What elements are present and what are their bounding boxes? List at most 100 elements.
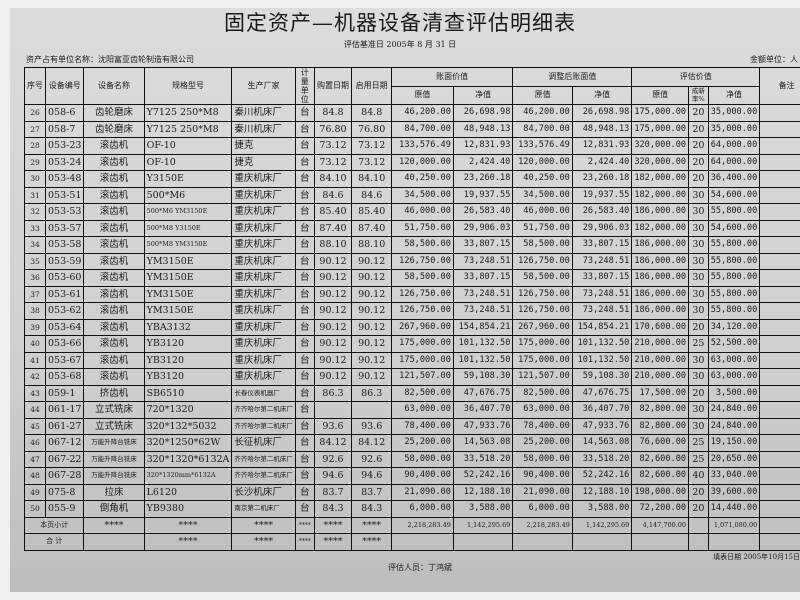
table-row: 35 053-59 滚齿机 YM3150E 重庆机床厂台 90.12 90.12 126,75…	[24, 252, 800, 270]
subtotal-book-orig: 2,218,283.49	[390, 516, 454, 534]
total-maker: ****	[231, 533, 296, 551]
cell-adj-net: 3,588.00	[571, 500, 633, 518]
cell-book-net: 154,854.21	[452, 318, 514, 336]
cell-ev-orig: 182,000.00	[631, 186, 690, 204]
cell-purchase: 92.6	[313, 450, 353, 468]
cell-seq: 35	[24, 252, 46, 270]
cell-name: 立式铣床	[83, 417, 145, 435]
cell-seq: 48	[24, 467, 46, 485]
cell-remark	[759, 351, 800, 369]
cell-model: Y7125 250*M8	[143, 120, 233, 138]
cell-adj-orig: 51,750.00	[512, 219, 573, 237]
cell-code: 053-60	[44, 269, 85, 287]
cell-unit: 台	[294, 104, 315, 122]
sheet-footer: 填表日期 2005年10月15日 评估人员：丁鸿斌	[24, 551, 800, 575]
cell-adj-net: 26,698.98	[571, 104, 633, 122]
cell-model: 720*1320	[143, 401, 233, 419]
cell-remark	[759, 500, 800, 518]
cell-ev-net: 3,500.00	[707, 384, 761, 402]
cell-model: YB9380	[143, 500, 233, 518]
table-row: 47 067-22 万能升降台铣床 320*1320*6132A 齐齐哈尔第二机床厂台 9…	[24, 450, 800, 468]
table-row: 30 053-48 滚齿机 Y3150E 重庆机床厂台 84.10 84.10 40,250.…	[24, 170, 800, 188]
cell-adj-orig: 121,507.00	[512, 368, 573, 386]
cell-maker: 齐齐哈尔第二机床厂	[231, 467, 296, 485]
cell-purchase: 87.40	[313, 219, 353, 237]
cell-book-net: 73,248.51	[452, 252, 514, 270]
cell-code: 067-22	[44, 450, 85, 468]
cell-adj-orig: 25,200.00	[512, 434, 573, 452]
cell-unit: 台	[294, 203, 315, 221]
cell-rate: 20	[688, 500, 709, 518]
total-start: ****	[351, 533, 392, 551]
cell-start: 85.40	[351, 203, 392, 221]
cell-remark	[759, 186, 800, 204]
cell-code: 058-7	[44, 120, 85, 138]
owner-name: 资产占有单位名称：沈阳富亚齿轮制造有限公司	[26, 55, 194, 64]
cell-start: 84.3	[351, 500, 392, 518]
total-remark	[759, 533, 800, 551]
header-purchase: 购置日期	[313, 67, 353, 105]
cell-ev-net: 55,800.00	[707, 236, 761, 254]
header-name: 设备名称	[83, 67, 145, 105]
cell-code: 061-27	[44, 417, 85, 435]
cell-ev-orig: 210,000.00	[631, 368, 690, 386]
fill-date: 填表日期 2005年10月15日	[713, 552, 800, 561]
cell-rate: 25	[688, 450, 709, 468]
cell-ev-orig: 170,600.00	[631, 318, 690, 336]
subtotal-adj-orig: 2,218,283.49	[512, 516, 573, 534]
cell-book-orig: 21,090.00	[390, 483, 454, 501]
cell-maker: 重庆机床厂	[231, 269, 296, 287]
cell-adj-net: 52,242.16	[571, 467, 633, 485]
cell-model: 320*1250*62W	[143, 434, 233, 452]
cell-maker: 重庆机床厂	[231, 318, 296, 336]
cell-code: 067-12	[44, 434, 85, 452]
table-row: 32 053-53 滚齿机 500*M6 YM3150E 重庆机床厂台 85.40 85.4…	[24, 203, 800, 221]
cell-rate: 20	[688, 137, 709, 155]
cell-name: 滚齿机	[83, 335, 145, 353]
cell-book-net: 2,424.40	[452, 153, 514, 171]
cell-book-orig: 84,700.00	[390, 120, 454, 138]
cell-ev-net: 54,600.00	[707, 186, 761, 204]
cell-start: 86.3	[351, 384, 392, 402]
cell-ev-net: 54,600.00	[707, 219, 761, 237]
cell-adj-orig: 126,750.00	[512, 302, 573, 320]
cell-book-net: 52,242.16	[452, 467, 514, 485]
cell-purchase: 90.12	[313, 285, 353, 303]
table-row: 38 053-62 滚齿机 YM3150E 重庆机床厂台 90.12 90.12 126,75…	[24, 302, 800, 320]
cell-rate: 30	[688, 203, 709, 221]
subtotal-ev-orig: 4,147,700.00	[631, 516, 690, 534]
cell-code: 053-58	[44, 236, 85, 254]
cell-seq: 41	[24, 351, 46, 369]
cell-maker: 南京第二机床厂	[231, 500, 296, 518]
cell-seq: 26	[24, 104, 46, 122]
cell-purchase: 76.80	[313, 120, 353, 138]
cell-adj-net: 33,807.15	[571, 236, 633, 254]
cell-ev-orig: 210,000.00	[631, 351, 690, 369]
cell-seq: 43	[24, 384, 46, 402]
cell-book-orig: 90,400.00	[390, 467, 454, 485]
cell-adj-net: 154,854.21	[571, 318, 633, 336]
cell-adj-orig: 63,000.00	[512, 401, 573, 419]
cell-start: 90.12	[351, 368, 392, 386]
header-code: 设备编号	[44, 67, 85, 105]
header-book-net: 净值	[452, 85, 514, 105]
cell-remark	[759, 335, 800, 353]
cell-adj-net: 12,188.10	[571, 483, 633, 501]
cell-remark	[759, 467, 800, 485]
cell-book-orig: 46,200.00	[390, 104, 454, 122]
cell-start: 84.6	[351, 186, 392, 204]
cell-adj-net: 47,933.76	[571, 417, 633, 435]
cell-ev-net: 63,000.00	[707, 368, 761, 386]
cell-remark	[759, 269, 800, 287]
cell-purchase: 73.12	[313, 137, 353, 155]
cell-rate: 30	[688, 186, 709, 204]
cell-name: 万能升降台铣床	[83, 467, 145, 485]
cell-adj-net: 73,248.51	[571, 302, 633, 320]
cell-rate: 25	[688, 335, 709, 353]
cell-book-net: 19,937.55	[452, 186, 514, 204]
cell-rate: 30	[688, 302, 709, 320]
cell-book-orig: 121,507.00	[390, 368, 454, 386]
cell-book-net: 3,588.00	[452, 500, 514, 518]
cell-model: 320*1320mm*6132A	[143, 467, 233, 485]
cell-code: 053-68	[44, 368, 85, 386]
